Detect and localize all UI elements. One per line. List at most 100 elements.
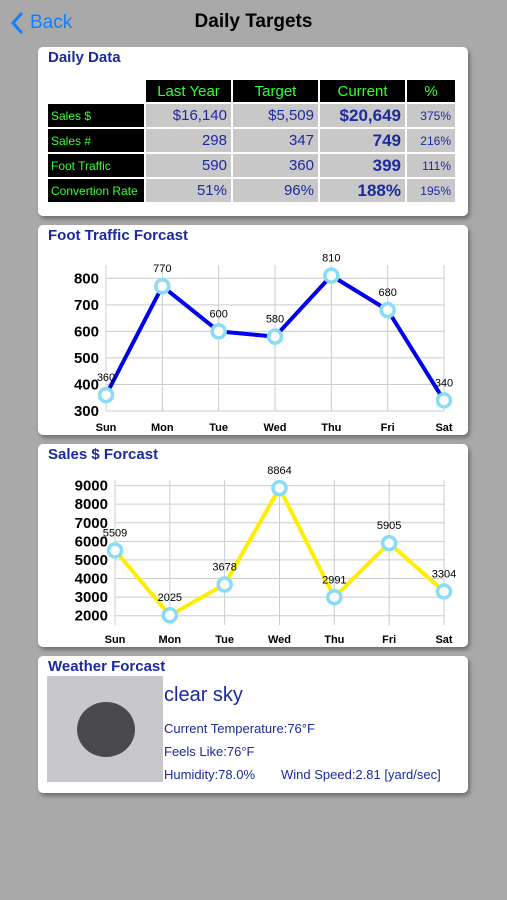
- x-tick-label: Fri: [381, 422, 395, 434]
- y-tick-label: 7000: [75, 515, 108, 532]
- data-label: 5905: [377, 520, 401, 532]
- y-tick-label: 6000: [75, 533, 108, 550]
- foot-traffic-card: Foot Traffic Forcast 300 400 500 600 700 800 S…: [38, 225, 468, 435]
- data-point: [323, 267, 340, 284]
- table-cell: 749: [320, 129, 405, 152]
- data-label: 340: [435, 377, 453, 389]
- table-cell: 399: [320, 154, 405, 177]
- data-point: [435, 583, 453, 600]
- row-label: Sales #: [48, 129, 144, 152]
- weather-image: [47, 676, 163, 782]
- x-tick-label: Wed: [268, 634, 291, 646]
- x-tick-label: Sat: [435, 422, 452, 434]
- data-label: 680: [378, 287, 396, 299]
- sales-card: Sales $ Forcast 2000 3000 4000 5000 6000 7000…: [38, 444, 468, 647]
- daily-data-table: Last Year Target Current % Sales $ $16,1…: [46, 78, 457, 204]
- weather-title: Weather Forcast: [48, 658, 166, 675]
- table-cell: $16,140: [146, 104, 231, 127]
- data-label: 810: [322, 253, 340, 265]
- x-tick-label: Wed: [263, 422, 286, 434]
- daily-data-card: Daily Data Last Year Target Current % Sa…: [38, 47, 468, 216]
- y-tick-label: 400: [74, 376, 99, 393]
- x-tick-label: Tue: [215, 634, 234, 646]
- y-tick-label: 700: [74, 297, 99, 314]
- y-tick-label: 500: [74, 350, 99, 367]
- table-cell: $20,649: [320, 104, 405, 127]
- table-header-row: Last Year Target Current %: [48, 80, 455, 102]
- table-cell: 188%: [320, 179, 405, 202]
- table-row: Convertion Rate 51% 96% 188% 195%: [48, 179, 455, 202]
- data-point: [380, 534, 398, 552]
- sun-icon: [77, 702, 135, 757]
- column-header: Last Year: [146, 80, 231, 102]
- y-tick-label: 3000: [75, 589, 108, 606]
- data-point: [161, 606, 179, 624]
- column-header: Current: [320, 80, 405, 102]
- table-cell: 51%: [146, 179, 231, 202]
- data-label: 580: [266, 314, 284, 326]
- y-tick-label: 800: [74, 270, 99, 287]
- y-tick-label: 5000: [75, 552, 108, 569]
- data-point: [106, 542, 124, 559]
- y-tick-label: 300: [74, 403, 99, 420]
- table-cell: 590: [146, 154, 231, 177]
- x-tick-label: Sat: [435, 634, 452, 646]
- data-point: [216, 576, 233, 593]
- foot-traffic-chart: 300 400 500 600 700 800 Sun Mon Tue Wed Thu Fri Sat 3…: [74, 253, 453, 434]
- humidity: Humidity:78.0%: [164, 767, 256, 782]
- x-tick-label: Sun: [96, 422, 117, 434]
- data-point: [435, 392, 453, 409]
- back-button[interactable]: Back: [10, 10, 72, 36]
- x-tick-label: Thu: [324, 634, 344, 646]
- sales-title: Sales $ Forcast: [48, 446, 159, 463]
- data-point: [154, 277, 171, 295]
- daily-data-title: Daily Data: [48, 49, 121, 66]
- y-tick-label: 2000: [75, 608, 108, 625]
- data-label: 3304: [432, 568, 456, 580]
- data-label: 8864: [267, 465, 291, 477]
- y-tick-label: 8000: [75, 496, 108, 513]
- row-label: Sales $: [48, 104, 144, 127]
- x-tick-label: Tue: [209, 422, 228, 434]
- data-label: 600: [209, 308, 227, 320]
- row-label: Foot Traffic: [48, 154, 144, 177]
- data-label: 3678: [212, 562, 236, 574]
- table-corner: [48, 80, 144, 102]
- table-cell: $5,509: [233, 104, 318, 127]
- current-temperature: Current Temperature:76°F: [164, 721, 315, 736]
- x-tick-label: Sun: [105, 634, 126, 646]
- back-label: Back: [30, 12, 73, 33]
- table-row: Sales # 298 347 749 216%: [48, 129, 455, 152]
- chevron-left-icon: [11, 12, 23, 34]
- x-tick-label: Mon: [151, 422, 174, 434]
- foot-traffic-title: Foot Traffic Forcast: [48, 227, 189, 244]
- column-header: %: [407, 80, 455, 102]
- x-tick-label: Fri: [382, 634, 396, 646]
- table-cell: 375%: [407, 104, 455, 127]
- data-point: [210, 323, 227, 340]
- x-tick-label: Mon: [159, 634, 182, 646]
- table-cell: 298: [146, 129, 231, 152]
- table-cell: 360: [233, 154, 318, 177]
- nav-bar: Back Daily Targets: [0, 0, 507, 46]
- data-point: [379, 301, 396, 319]
- data-point: [266, 328, 284, 345]
- table-cell: 347: [233, 129, 318, 152]
- table-row: Foot Traffic 590 360 399 111%: [48, 154, 455, 177]
- y-tick-label: 9000: [75, 478, 108, 495]
- data-point: [326, 589, 343, 606]
- data-point: [271, 479, 288, 497]
- weather-card: Weather Forcast clear sky Current Temper…: [38, 656, 468, 793]
- data-label: 360: [97, 372, 115, 384]
- y-tick-label: 600: [74, 323, 99, 340]
- column-header: Target: [233, 80, 318, 102]
- x-tick-label: Thu: [321, 422, 341, 434]
- data-label: 2025: [158, 592, 182, 604]
- table-cell: 111%: [407, 154, 455, 177]
- table-cell: 195%: [407, 179, 455, 202]
- wind-speed: Wind Speed:2.81 [yard/sec]: [281, 767, 441, 782]
- data-label: 770: [153, 263, 171, 275]
- table-row: Sales $ $16,140 $5,509 $20,649 375%: [48, 104, 455, 127]
- data-label: 5509: [103, 527, 127, 539]
